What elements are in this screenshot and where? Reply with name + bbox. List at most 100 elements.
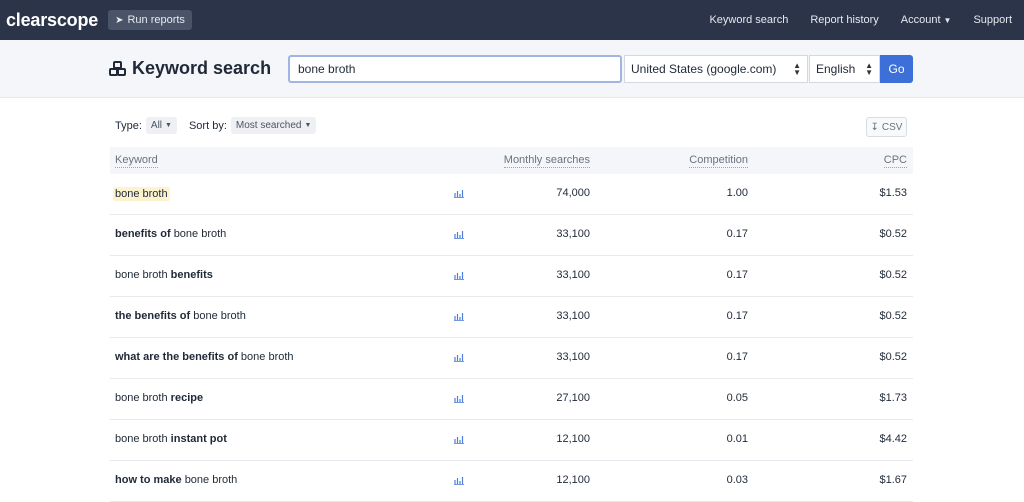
competition-value: 0.17 <box>726 310 748 322</box>
table-row: bone broth recipe 27,100 0.05 $1.73 <box>110 379 913 420</box>
chevron-down-icon: ▼ <box>943 16 952 25</box>
keyword-text[interactable]: the benefits of bone broth <box>115 310 246 322</box>
monthly-searches-value: 33,100 <box>556 351 590 363</box>
nav-support[interactable]: Support <box>973 14 1012 26</box>
keyword-modifier: benefits <box>170 269 213 281</box>
type-value: All <box>150 120 163 131</box>
nav-account-label: Account <box>900 14 941 26</box>
language-select[interactable]: English ▲ ▼ <box>809 55 880 83</box>
nav-account[interactable]: Account ▼ <box>901 14 952 26</box>
keyword-base: bone broth <box>115 269 168 281</box>
keyword-base: bone broth <box>115 433 168 445</box>
cpc-value: $1.67 <box>879 474 907 486</box>
country-select[interactable]: United States (google.com) ▲ ▼ <box>624 55 808 83</box>
country-value: United States (google.com) <box>631 62 777 76</box>
keyword-base: bone broth <box>184 474 238 486</box>
updown-icon: ▲ ▼ <box>793 61 801 77</box>
monthly-searches-value: 33,100 <box>556 310 590 322</box>
bar-chart-icon[interactable] <box>454 475 464 485</box>
keyword-table: Keyword Monthly searches Competition CPC… <box>110 147 913 502</box>
table-row: bone broth benefits 33,100 0.17 $0.52 <box>110 256 913 297</box>
competition-value: 0.05 <box>726 392 748 404</box>
monthly-searches-value: 33,100 <box>556 228 590 240</box>
keyword-text[interactable]: bone broth benefits <box>115 269 213 281</box>
run-reports-button[interactable]: ➤ Run reports <box>108 10 192 30</box>
keyword-base: bone broth <box>240 351 294 363</box>
bar-chart-icon[interactable] <box>454 311 464 321</box>
monthly-searches-value: 12,100 <box>556 433 590 445</box>
table-row: benefits of bone broth 33,100 0.17 $0.52 <box>110 215 913 256</box>
bar-chart-icon[interactable] <box>454 270 464 280</box>
page-title-text: Keyword search <box>132 58 272 78</box>
nav-links: Keyword search Report history Account ▼ S… <box>687 14 1012 26</box>
keyword-text[interactable]: how to make bone broth <box>115 474 237 486</box>
search-input[interactable] <box>288 55 622 83</box>
bar-chart-icon[interactable] <box>454 352 464 362</box>
cpc-value: $0.52 <box>879 351 907 363</box>
bar-chart-icon[interactable] <box>454 229 464 239</box>
sort-label: Sort by: <box>188 119 227 132</box>
keyword-modifier: instant pot <box>170 433 227 445</box>
type-label: Type: <box>115 119 142 132</box>
competition-value: 0.17 <box>726 228 748 240</box>
table-row: what are the benefits of bone broth 33,10… <box>110 338 913 379</box>
table-row: how to make bone broth 12,100 0.03 $1.67 <box>110 461 913 502</box>
monthly-searches-value: 27,100 <box>556 392 590 404</box>
table-row: the benefits of bone broth 33,100 0.17 $0.5… <box>110 297 913 338</box>
search-band: Keyword search United States (google.com… <box>0 40 1024 98</box>
header-cpc[interactable]: CPC <box>883 154 907 168</box>
header-competition[interactable]: Competition <box>689 154 748 168</box>
keyword-modifier: what are the benefits of <box>115 351 238 363</box>
competition-value: 0.17 <box>726 269 748 281</box>
csv-download-button[interactable]: ↧ CSV <box>866 117 907 137</box>
table-row: bone broth 74,000 1.00 $1.53 <box>110 174 913 215</box>
table-body: bone broth 74,000 1.00 $1.53 benefits of bon… <box>110 174 913 502</box>
cpc-value: $0.52 <box>879 269 907 281</box>
keyword-modifier: how to make <box>115 474 182 486</box>
table-row: bone broth instant pot 12,100 0.01 $4.42 <box>110 420 913 461</box>
go-button[interactable]: Go <box>880 55 913 83</box>
competition-value: 0.01 <box>726 433 748 445</box>
cpc-value: $4.42 <box>879 433 907 445</box>
keyword-base: bone broth <box>115 188 168 200</box>
sort-value: Most searched <box>235 120 302 131</box>
keyword-base: bone broth <box>115 392 168 404</box>
updown-icon: ▲ ▼ <box>865 61 873 77</box>
keyword-base: bone broth <box>173 228 227 240</box>
bar-chart-icon[interactable] <box>454 188 464 198</box>
cubes-icon <box>109 60 126 76</box>
sort-dropdown[interactable]: Most searched ▼ <box>230 117 317 134</box>
cpc-value: $0.52 <box>879 310 907 322</box>
nav-keyword-search[interactable]: Keyword search <box>709 14 789 26</box>
type-dropdown[interactable]: All ▼ <box>145 117 177 134</box>
monthly-searches-value: 33,100 <box>556 269 590 281</box>
csv-label: CSV <box>881 121 903 133</box>
nav-report-history[interactable]: Report history <box>810 14 879 26</box>
keyword-text[interactable]: bone broth <box>113 187 170 201</box>
keyword-text[interactable]: bone broth instant pot <box>115 433 227 445</box>
chevron-down-icon: ▼ <box>165 122 172 129</box>
monthly-searches-value: 12,100 <box>556 474 590 486</box>
cpc-value: $0.52 <box>879 228 907 240</box>
table-header: Keyword Monthly searches Competition CPC <box>110 147 913 174</box>
language-value: English <box>816 62 856 76</box>
filter-bar: Type: All ▼ Sort by: Most searched ▼ <box>115 117 317 134</box>
monthly-searches-value: 74,000 <box>556 187 590 199</box>
keyword-modifier: recipe <box>170 392 204 404</box>
page-title: Keyword search <box>109 58 271 79</box>
competition-value: 0.03 <box>726 474 748 486</box>
chevron-down-icon: ▼ <box>304 122 312 129</box>
top-navbar: clearscope ➤ Run reports Keyword search … <box>0 0 1024 40</box>
download-icon: ↧ <box>870 121 879 133</box>
bar-chart-icon[interactable] <box>454 393 464 403</box>
header-keyword[interactable]: Keyword <box>115 154 158 168</box>
keyword-text[interactable]: benefits of bone broth <box>115 228 226 240</box>
header-monthly-searches[interactable]: Monthly searches <box>503 154 590 168</box>
competition-value: 1.00 <box>726 187 748 199</box>
logo[interactable]: clearscope <box>6 9 99 30</box>
keyword-text[interactable]: what are the benefits of bone broth <box>115 351 294 363</box>
keyword-text[interactable]: bone broth recipe <box>115 392 203 404</box>
paper-plane-icon: ➤ <box>115 14 124 26</box>
keyword-base: bone broth <box>193 310 246 322</box>
bar-chart-icon[interactable] <box>454 434 464 444</box>
